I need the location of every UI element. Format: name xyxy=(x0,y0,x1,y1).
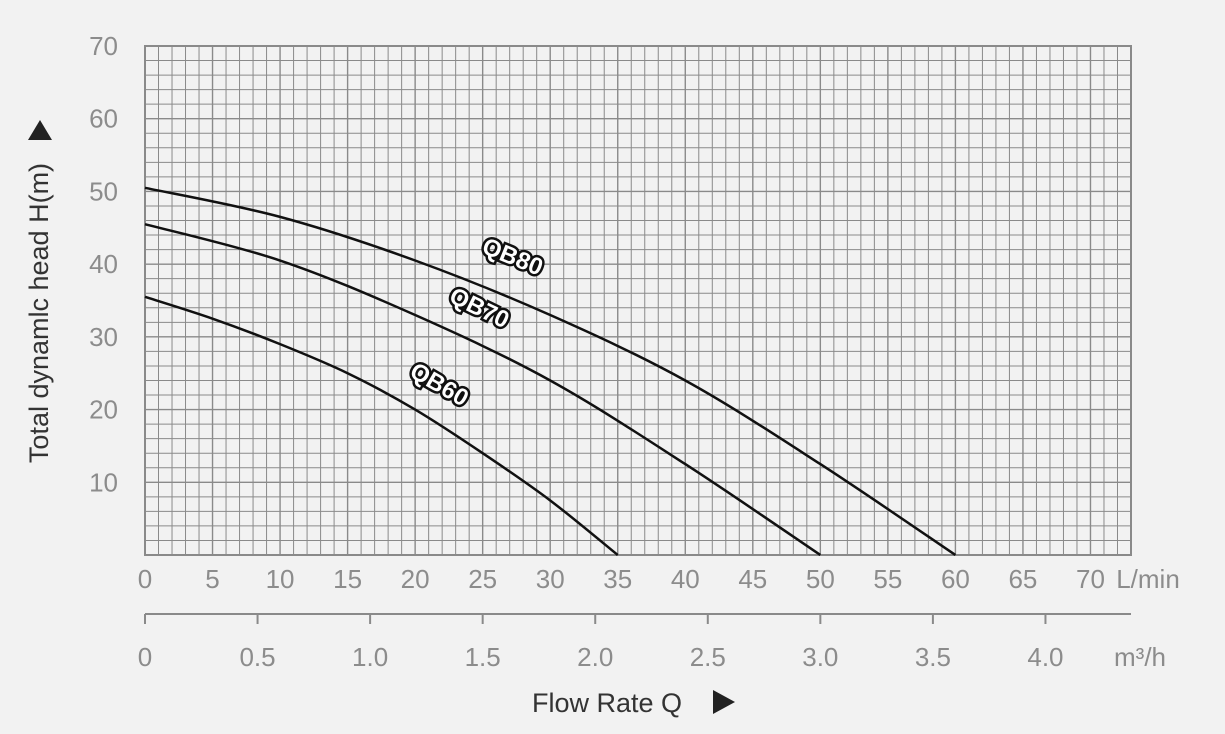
x-tick-label: 60 xyxy=(941,564,970,594)
x-tick-label: 65 xyxy=(1008,564,1037,594)
series-line-qb70 xyxy=(144,222,822,557)
series-line-qb80 xyxy=(144,186,957,557)
x2-tick-label: 3.5 xyxy=(915,642,951,672)
x-tick-label: 35 xyxy=(603,564,632,594)
y-tick-label: 10 xyxy=(89,467,118,497)
x-tick-label: 40 xyxy=(671,564,700,594)
x2-tick-label: 1.5 xyxy=(465,642,501,672)
x2-tick-label: 1.0 xyxy=(352,642,388,672)
y-tick-label: 50 xyxy=(89,176,118,206)
y-axis-arrow-icon xyxy=(28,120,52,140)
x-axis-title: Flow Rate Q xyxy=(532,688,682,718)
x-tick-label: 0 xyxy=(138,564,152,594)
x-tick-label: 70 xyxy=(1076,564,1105,594)
x-unit-m3h: m³/h xyxy=(1114,642,1166,672)
x-tick-label: 10 xyxy=(266,564,295,594)
x-tick-label: 55 xyxy=(873,564,902,594)
x2-tick-label: 4.0 xyxy=(1027,642,1063,672)
x2-tick-label: 0 xyxy=(138,642,152,672)
grid xyxy=(144,45,1132,556)
plot-frame xyxy=(144,45,1132,556)
x2-tick-label: 2.0 xyxy=(577,642,613,672)
x2-tick-label: 0.5 xyxy=(239,642,275,672)
y-tick-label: 20 xyxy=(89,395,118,425)
x-ticks-lmin: 0 5 10 15 20 25 30 35 40 45 50 55 60 65 70 xyxy=(138,564,1105,594)
x-tick-label: 5 xyxy=(205,564,219,594)
y-tick-label: 40 xyxy=(89,249,118,279)
x-tick-label: 20 xyxy=(401,564,430,594)
curves xyxy=(144,186,957,557)
x-tick-label: 30 xyxy=(536,564,565,594)
x-ticks-m3h: 0 0.5 1.0 1.5 2.0 2.5 3.0 3.5 4.0 xyxy=(138,613,1131,672)
x-unit-lmin: L/min xyxy=(1116,564,1180,594)
x-axis-arrow-icon xyxy=(713,690,735,714)
x-tick-label: 50 xyxy=(806,564,835,594)
y-axis-title: Total dynamlc head H(m) xyxy=(24,163,54,463)
y-tick-label: 30 xyxy=(89,322,118,352)
y-tick-label: 60 xyxy=(89,104,118,134)
y-ticks: 10 20 30 40 50 60 70 xyxy=(89,31,118,497)
x-tick-label: 15 xyxy=(333,564,362,594)
y-tick-label: 70 xyxy=(89,31,118,61)
x-tick-label: 25 xyxy=(468,564,497,594)
x-tick-label: 45 xyxy=(738,564,767,594)
x2-tick-label: 2.5 xyxy=(690,642,726,672)
series-line-qb60 xyxy=(144,295,619,556)
x2-tick-label: 3.0 xyxy=(802,642,838,672)
